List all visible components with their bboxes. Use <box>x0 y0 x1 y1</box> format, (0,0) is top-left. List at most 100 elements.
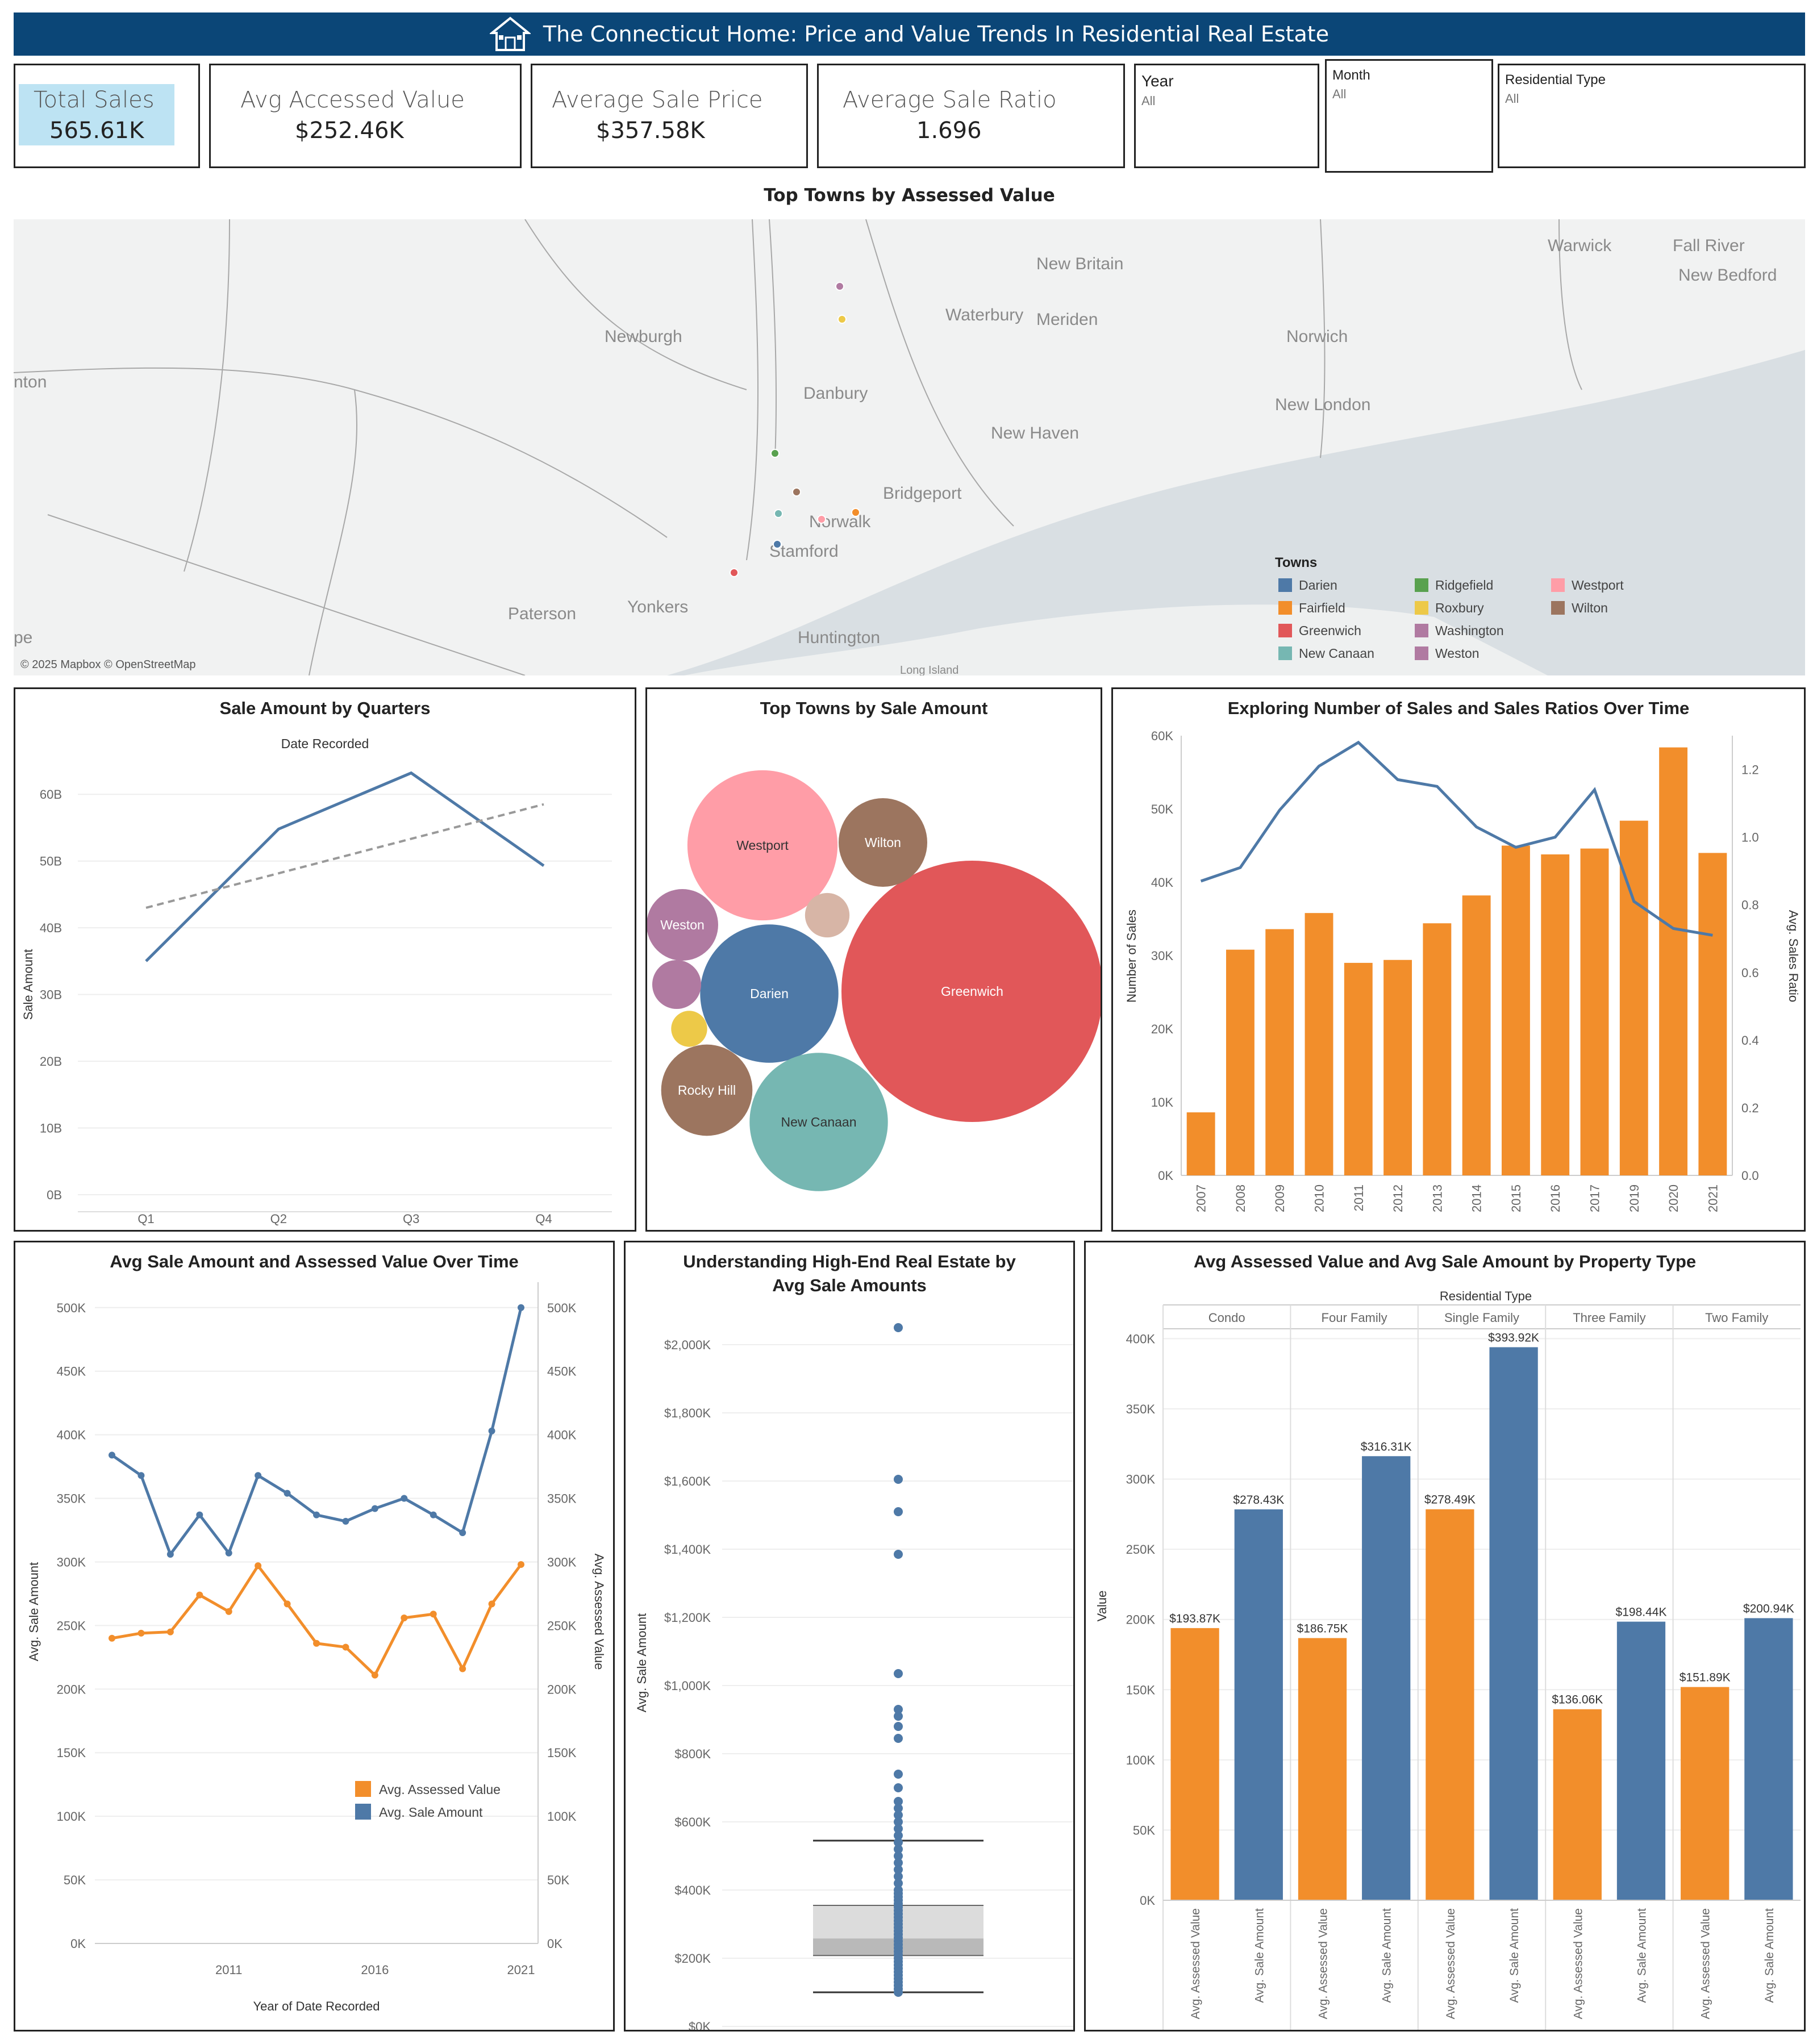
map-legend-swatch[interactable] <box>1278 646 1292 660</box>
bar[interactable] <box>1344 962 1373 1175</box>
series-line[interactable] <box>111 1563 523 1678</box>
series-point[interactable] <box>109 1451 115 1459</box>
bar[interactable] <box>1616 1621 1666 1900</box>
series-point[interactable] <box>255 1472 262 1479</box>
series-point[interactable] <box>137 1629 145 1637</box>
data-point[interactable] <box>894 1734 903 1743</box>
bar[interactable] <box>1423 923 1452 1175</box>
series-point[interactable] <box>459 1665 466 1672</box>
bar[interactable] <box>1744 1618 1793 1900</box>
kpi-total-sales[interactable]: Total Sales 565.61K <box>14 64 200 168</box>
ratio-line[interactable] <box>1200 740 1713 937</box>
series-point[interactable] <box>430 1511 437 1519</box>
bar[interactable] <box>1186 1112 1215 1175</box>
data-point[interactable] <box>894 1669 903 1678</box>
series-point[interactable] <box>137 1472 145 1479</box>
filter-year[interactable]: Year All <box>1134 64 1319 168</box>
series-point[interactable] <box>401 1495 408 1502</box>
bubble[interactable] <box>805 892 850 938</box>
kpi-average-sale-price[interactable]: Average Sale Price $357.58K <box>531 64 808 168</box>
series-point[interactable] <box>166 1628 174 1636</box>
top-towns-bubble-chart[interactable]: Top Towns by Sale Amount Greenwich Westpor… <box>647 689 1103 1230</box>
series-point[interactable] <box>518 1304 524 1311</box>
bubble[interactable] <box>839 798 927 887</box>
series-point[interactable] <box>313 1511 320 1519</box>
bar[interactable] <box>1426 1509 1474 1900</box>
bar[interactable] <box>1298 1638 1347 1900</box>
map-town-marker[interactable] <box>770 449 780 458</box>
map-town-marker[interactable] <box>851 508 860 517</box>
map-legend-swatch[interactable] <box>1278 624 1292 637</box>
data-point[interactable] <box>894 1705 903 1714</box>
series-point[interactable] <box>225 1608 232 1615</box>
data-point[interactable] <box>894 1838 903 1847</box>
bar[interactable] <box>1383 960 1412 1175</box>
series-point[interactable] <box>371 1505 378 1512</box>
map-town-marker[interactable] <box>817 515 826 524</box>
bar[interactable] <box>1619 820 1648 1175</box>
data-point[interactable] <box>894 1712 903 1721</box>
bubble[interactable] <box>700 924 839 1063</box>
bar[interactable] <box>1698 853 1727 1175</box>
map-legend-swatch[interactable] <box>1415 578 1428 592</box>
map-legend-swatch[interactable] <box>1415 646 1428 660</box>
series-point[interactable] <box>225 1549 232 1557</box>
filter-month[interactable]: Month All <box>1325 59 1493 173</box>
bar[interactable] <box>1170 1628 1219 1900</box>
bar[interactable] <box>1541 854 1570 1175</box>
data-point[interactable] <box>894 1988 903 1997</box>
series-point[interactable] <box>196 1591 203 1599</box>
avg-sale-assessed-chart[interactable]: Avg Sale Amount and Assessed Value Over … <box>15 1242 613 2030</box>
legend-swatch[interactable] <box>355 1804 371 1820</box>
series-point[interactable] <box>255 1562 262 1570</box>
bar[interactable] <box>1265 929 1294 1175</box>
legend-swatch[interactable] <box>355 1781 371 1797</box>
map-legend-swatch[interactable] <box>1415 624 1428 637</box>
data-point[interactable] <box>894 1550 903 1559</box>
data-point[interactable] <box>894 1811 903 1820</box>
data-point[interactable] <box>894 1804 903 1813</box>
data-point[interactable] <box>894 1817 903 1826</box>
map-town-marker[interactable] <box>792 487 801 497</box>
data-point[interactable] <box>894 1879 903 1888</box>
bubble[interactable] <box>661 1044 753 1136</box>
series-point[interactable] <box>459 1529 466 1536</box>
map-legend-swatch[interactable] <box>1551 601 1565 615</box>
bar[interactable] <box>1659 747 1688 1175</box>
kpi-average-sale-ratio[interactable]: Average Sale Ratio 1.696 <box>817 64 1125 168</box>
bar[interactable] <box>1234 1509 1283 1900</box>
filter-residential-type[interactable]: Residential Type All <box>1498 64 1806 168</box>
bar[interactable] <box>1489 1347 1538 1900</box>
data-point[interactable] <box>894 1797 903 1806</box>
map-canvas[interactable]: Warwick Fall River New Bedford New Britain W… <box>14 219 1805 675</box>
series-point[interactable] <box>488 1600 495 1608</box>
map-town-marker[interactable] <box>774 509 783 518</box>
bar[interactable] <box>1362 1456 1411 1900</box>
series-point[interactable] <box>284 1490 291 1497</box>
series-point[interactable] <box>342 1643 349 1651</box>
data-point[interactable] <box>894 1783 903 1792</box>
data-point[interactable] <box>894 1770 903 1779</box>
filter-value[interactable]: All <box>1332 87 1347 101</box>
bubble[interactable] <box>647 889 718 961</box>
data-point[interactable] <box>894 1858 903 1867</box>
map-town-marker[interactable] <box>835 282 844 291</box>
bar[interactable] <box>1226 949 1255 1175</box>
bar[interactable] <box>1305 913 1333 1175</box>
sale-by-quarters-chart[interactable]: Sale Amount by Quarters Date Recorded 0B 10… <box>15 689 635 1230</box>
map-legend-swatch[interactable] <box>1415 601 1428 615</box>
data-point[interactable] <box>894 1323 903 1332</box>
data-point[interactable] <box>894 1851 903 1861</box>
series-point[interactable] <box>488 1427 495 1434</box>
series-point[interactable] <box>342 1517 349 1525</box>
map-town-marker[interactable] <box>773 540 782 549</box>
sales-and-ratios-chart[interactable]: Exploring Number of Sales and Sales Rati… <box>1113 689 1804 1230</box>
bar[interactable] <box>1580 848 1609 1175</box>
map-legend-swatch[interactable] <box>1551 578 1565 592</box>
kpi-avg-accessed-value[interactable]: Avg Accessed Value $252.46K <box>209 64 522 168</box>
map-legend-swatch[interactable] <box>1278 601 1292 615</box>
map-town-marker[interactable] <box>837 315 847 324</box>
data-point[interactable] <box>894 1865 903 1874</box>
bar[interactable] <box>1681 1687 1730 1900</box>
data-point[interactable] <box>894 1831 903 1840</box>
